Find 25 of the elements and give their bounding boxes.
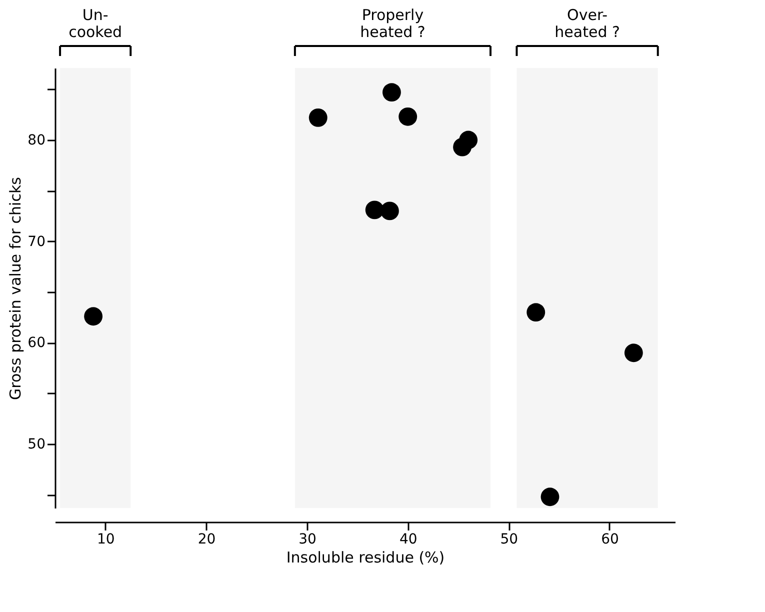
point (382, 83, 401, 102)
band-label: Un- cooked (68, 6, 122, 41)
point (624, 344, 643, 362)
x-axis-title: Insoluble residue (%) (286, 548, 445, 566)
y-tick-label: 50 (28, 436, 46, 453)
band-label: Properly heated ? (360, 6, 426, 41)
point (308, 108, 328, 127)
point (540, 488, 560, 506)
x-tick-label: 40 (399, 532, 418, 548)
y-tick-label: 60 (28, 335, 46, 352)
point (459, 130, 478, 150)
x-tick-label: 10 (96, 532, 115, 548)
x-tick-label: 60 (601, 532, 619, 548)
x-tick-label: 30 (298, 532, 316, 548)
x-tick-label: 20 (198, 532, 216, 548)
point (526, 303, 546, 322)
point (398, 107, 418, 126)
x-tick-label: 50 (500, 532, 518, 548)
point (380, 202, 399, 220)
y-axis-title: Gross protein value for chicks (6, 176, 25, 400)
point (84, 307, 103, 326)
y-tick-label: 70 (28, 234, 46, 250)
y-tick-label: 80 (28, 132, 46, 148)
point (365, 200, 384, 220)
band-label: Over- heated ? (554, 6, 620, 41)
